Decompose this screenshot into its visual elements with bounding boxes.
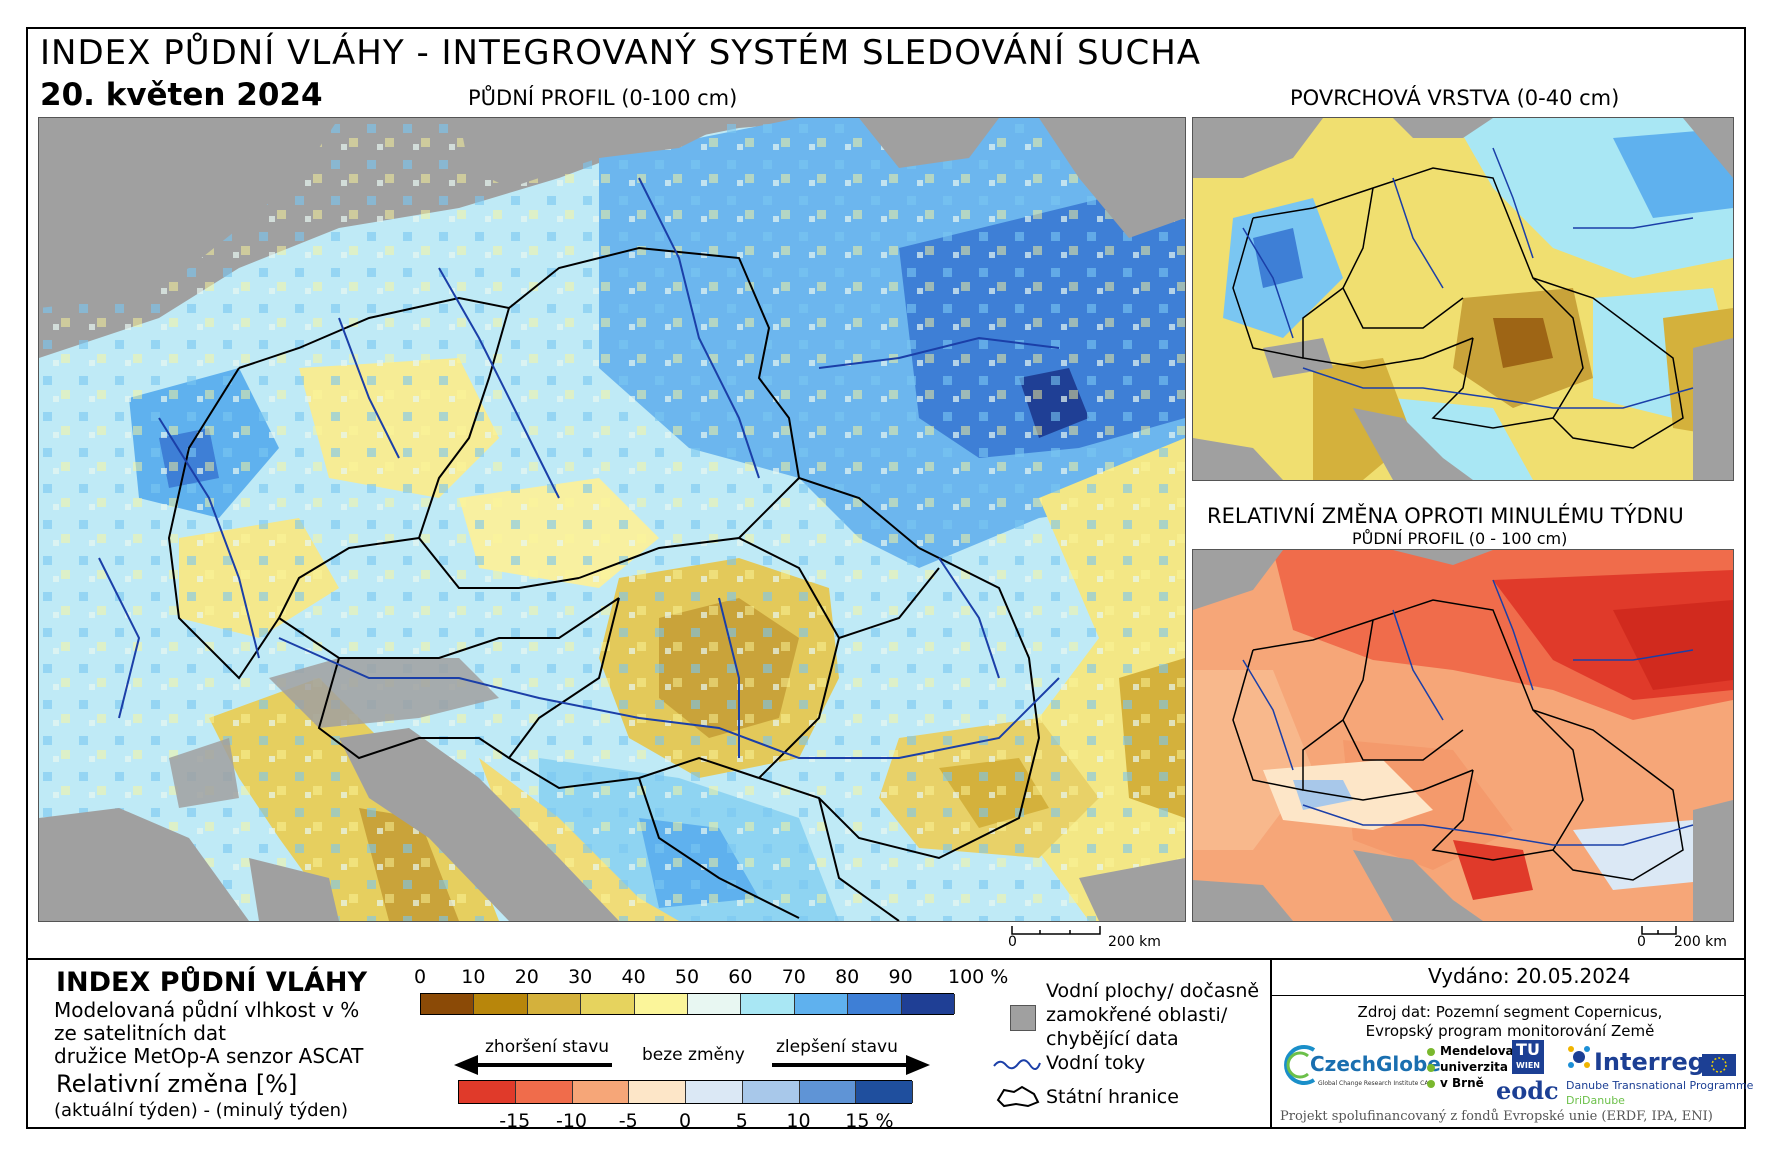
change-tick-label: 0 [678, 1110, 692, 1132]
mendel-logo-line2: univerzita [1440, 1060, 1509, 1074]
source-line1: Zdroj dat: Pozemní segment Copernicus, [1357, 1003, 1663, 1021]
water-label-line3: chybějící data [1046, 1028, 1179, 1050]
legend-desc-line1: Modelovaná půdní vlhkost v % [54, 998, 360, 1022]
index-tick-label: 40 [621, 966, 646, 988]
legend-relative-subtitle: (aktuální týden) - (minulý týden) [54, 1100, 349, 1121]
arrow-right-label: zlepšení stavu [776, 1037, 898, 1057]
issued-date: Vydáno: 20.05.2024 [1428, 964, 1631, 988]
change-colorbar [458, 1080, 913, 1104]
main-scale-bar [1011, 926, 1101, 935]
change-color-segment [515, 1081, 573, 1103]
index-color-segment [741, 994, 795, 1014]
main-scale-label: 200 km [1108, 934, 1161, 950]
main-scale-zero: 0 [1008, 934, 1017, 950]
index-tick-label: 100 % [948, 966, 1009, 988]
page-title: INDEX PŮDNÍ VLÁHY - INTEGROVANÝ SYSTÉM S… [40, 33, 1202, 73]
index-color-segment [527, 994, 582, 1014]
tu-wien-logo-wien: WIEN [1516, 1061, 1540, 1070]
change-tick-label: -15 [499, 1110, 531, 1132]
change-color-segment [459, 1081, 516, 1103]
index-color-segment [794, 994, 849, 1014]
issue-date-heading: 20. květen 2024 [40, 77, 323, 113]
change-color-segment [629, 1081, 686, 1103]
border-legend-icon [996, 1085, 1040, 1108]
legend-divider [26, 958, 1746, 960]
interreg-subtitle2: DriDanube [1566, 1094, 1625, 1107]
index-color-segment [421, 994, 475, 1014]
index-tick-label: 0 [413, 966, 427, 988]
mendel-logo-line3: v Brně [1440, 1076, 1484, 1090]
water-swatch [1010, 1005, 1036, 1031]
funding-footer: Projekt spolufinancovaný z fondů Evropsk… [1280, 1109, 1713, 1124]
change-tick-label: -10 [555, 1110, 588, 1132]
mendel-logo-line1: Mendelova [1440, 1044, 1514, 1058]
source-line2: Evropský program monitorování Země [1365, 1022, 1655, 1040]
index-tick-label: 90 [888, 966, 913, 988]
change-tick-label: -5 [618, 1110, 638, 1132]
tu-wien-logo-tu: TU [1516, 1040, 1540, 1059]
legend-desc-line3: družice MetOp-A senzor ASCAT [54, 1044, 364, 1068]
issued-divider [1270, 995, 1746, 996]
legend-title: INDEX PŮDNÍ VLÁHY [56, 967, 368, 998]
czechglobe-logo-mark [1284, 1045, 1316, 1085]
interreg-subtitle1: Danube Transnational Programme [1566, 1079, 1754, 1092]
main-map-title: PŮDNÍ PROFIL (0-100 cm) [468, 86, 738, 110]
index-tick-label: 70 [781, 966, 806, 988]
main-soil-moisture-map [38, 117, 1186, 922]
index-tick-label: 50 [674, 966, 700, 988]
river-legend-icon [993, 1059, 1041, 1070]
small-scale-zero: 0 [1637, 934, 1646, 950]
index-color-segment [581, 994, 635, 1014]
water-label-line1: Vodní plochy/ dočasně [1046, 980, 1260, 1002]
surface-map-title: POVRCHOVÁ VRSTVA (0-40 cm) [1290, 86, 1620, 110]
change-map-title: RELATIVNÍ ZMĚNA OPROTI MINULÉMU TÝDNU [1207, 504, 1684, 528]
index-tick-label: 80 [835, 966, 860, 988]
change-color-segment [799, 1081, 857, 1103]
czechglobe-subtitle: Global Change Research Institute CAS [1318, 1080, 1433, 1087]
change-color-segment [856, 1081, 913, 1103]
index-tick-label: 30 [568, 966, 593, 988]
index-color-segment [688, 994, 742, 1014]
czechglobe-logo: CzechGlobe [1310, 1052, 1441, 1076]
surface-layer-map [1192, 117, 1734, 481]
eodc-logo: eodc [1496, 1076, 1559, 1105]
change-color-segment [742, 1081, 800, 1103]
change-tick-label: 15 % [845, 1110, 894, 1132]
info-divider [1270, 958, 1272, 1129]
tu-wien-logo: TU WIEN [1512, 1040, 1544, 1074]
mendel-logo-dots [1427, 1048, 1435, 1088]
borders-label: Státní hranice [1046, 1086, 1179, 1108]
index-color-segment [474, 994, 528, 1014]
change-color-segment [572, 1081, 630, 1103]
change-arrows [454, 1055, 930, 1075]
change-color-segment [686, 1081, 743, 1103]
rivers-label: Vodní toky [1046, 1052, 1146, 1074]
change-tick-label: 5 [735, 1110, 748, 1132]
index-color-segment [848, 994, 902, 1014]
eu-flag-icon [1702, 1054, 1736, 1076]
change-tick-label: 10 [786, 1110, 811, 1132]
small-scale-label: 200 km [1674, 934, 1727, 950]
index-colorbar [420, 993, 955, 1015]
index-color-segment [901, 994, 955, 1014]
index-tick-label: 60 [728, 966, 753, 988]
small-scale-bar [1641, 926, 1677, 935]
legend-desc-line2: ze satelitních dat [54, 1021, 226, 1045]
index-color-segment [634, 994, 688, 1014]
water-label-line2: zamokřené oblasti/ [1046, 1004, 1228, 1026]
relative-change-map [1192, 549, 1734, 922]
legend-relative-title: Relativní změna [%] [56, 1070, 298, 1098]
arrow-mid-label: beze změny [642, 1045, 745, 1065]
interreg-logo: Interreg [1594, 1048, 1705, 1076]
interreg-logo-mark [1568, 1046, 1590, 1068]
change-map-subtitle: PŮDNÍ PROFIL (0 - 100 cm) [1352, 529, 1568, 548]
arrow-left-label: zhoršení stavu [485, 1037, 610, 1057]
index-tick-label: 10 [461, 966, 486, 988]
index-tick-label: 20 [514, 966, 539, 988]
